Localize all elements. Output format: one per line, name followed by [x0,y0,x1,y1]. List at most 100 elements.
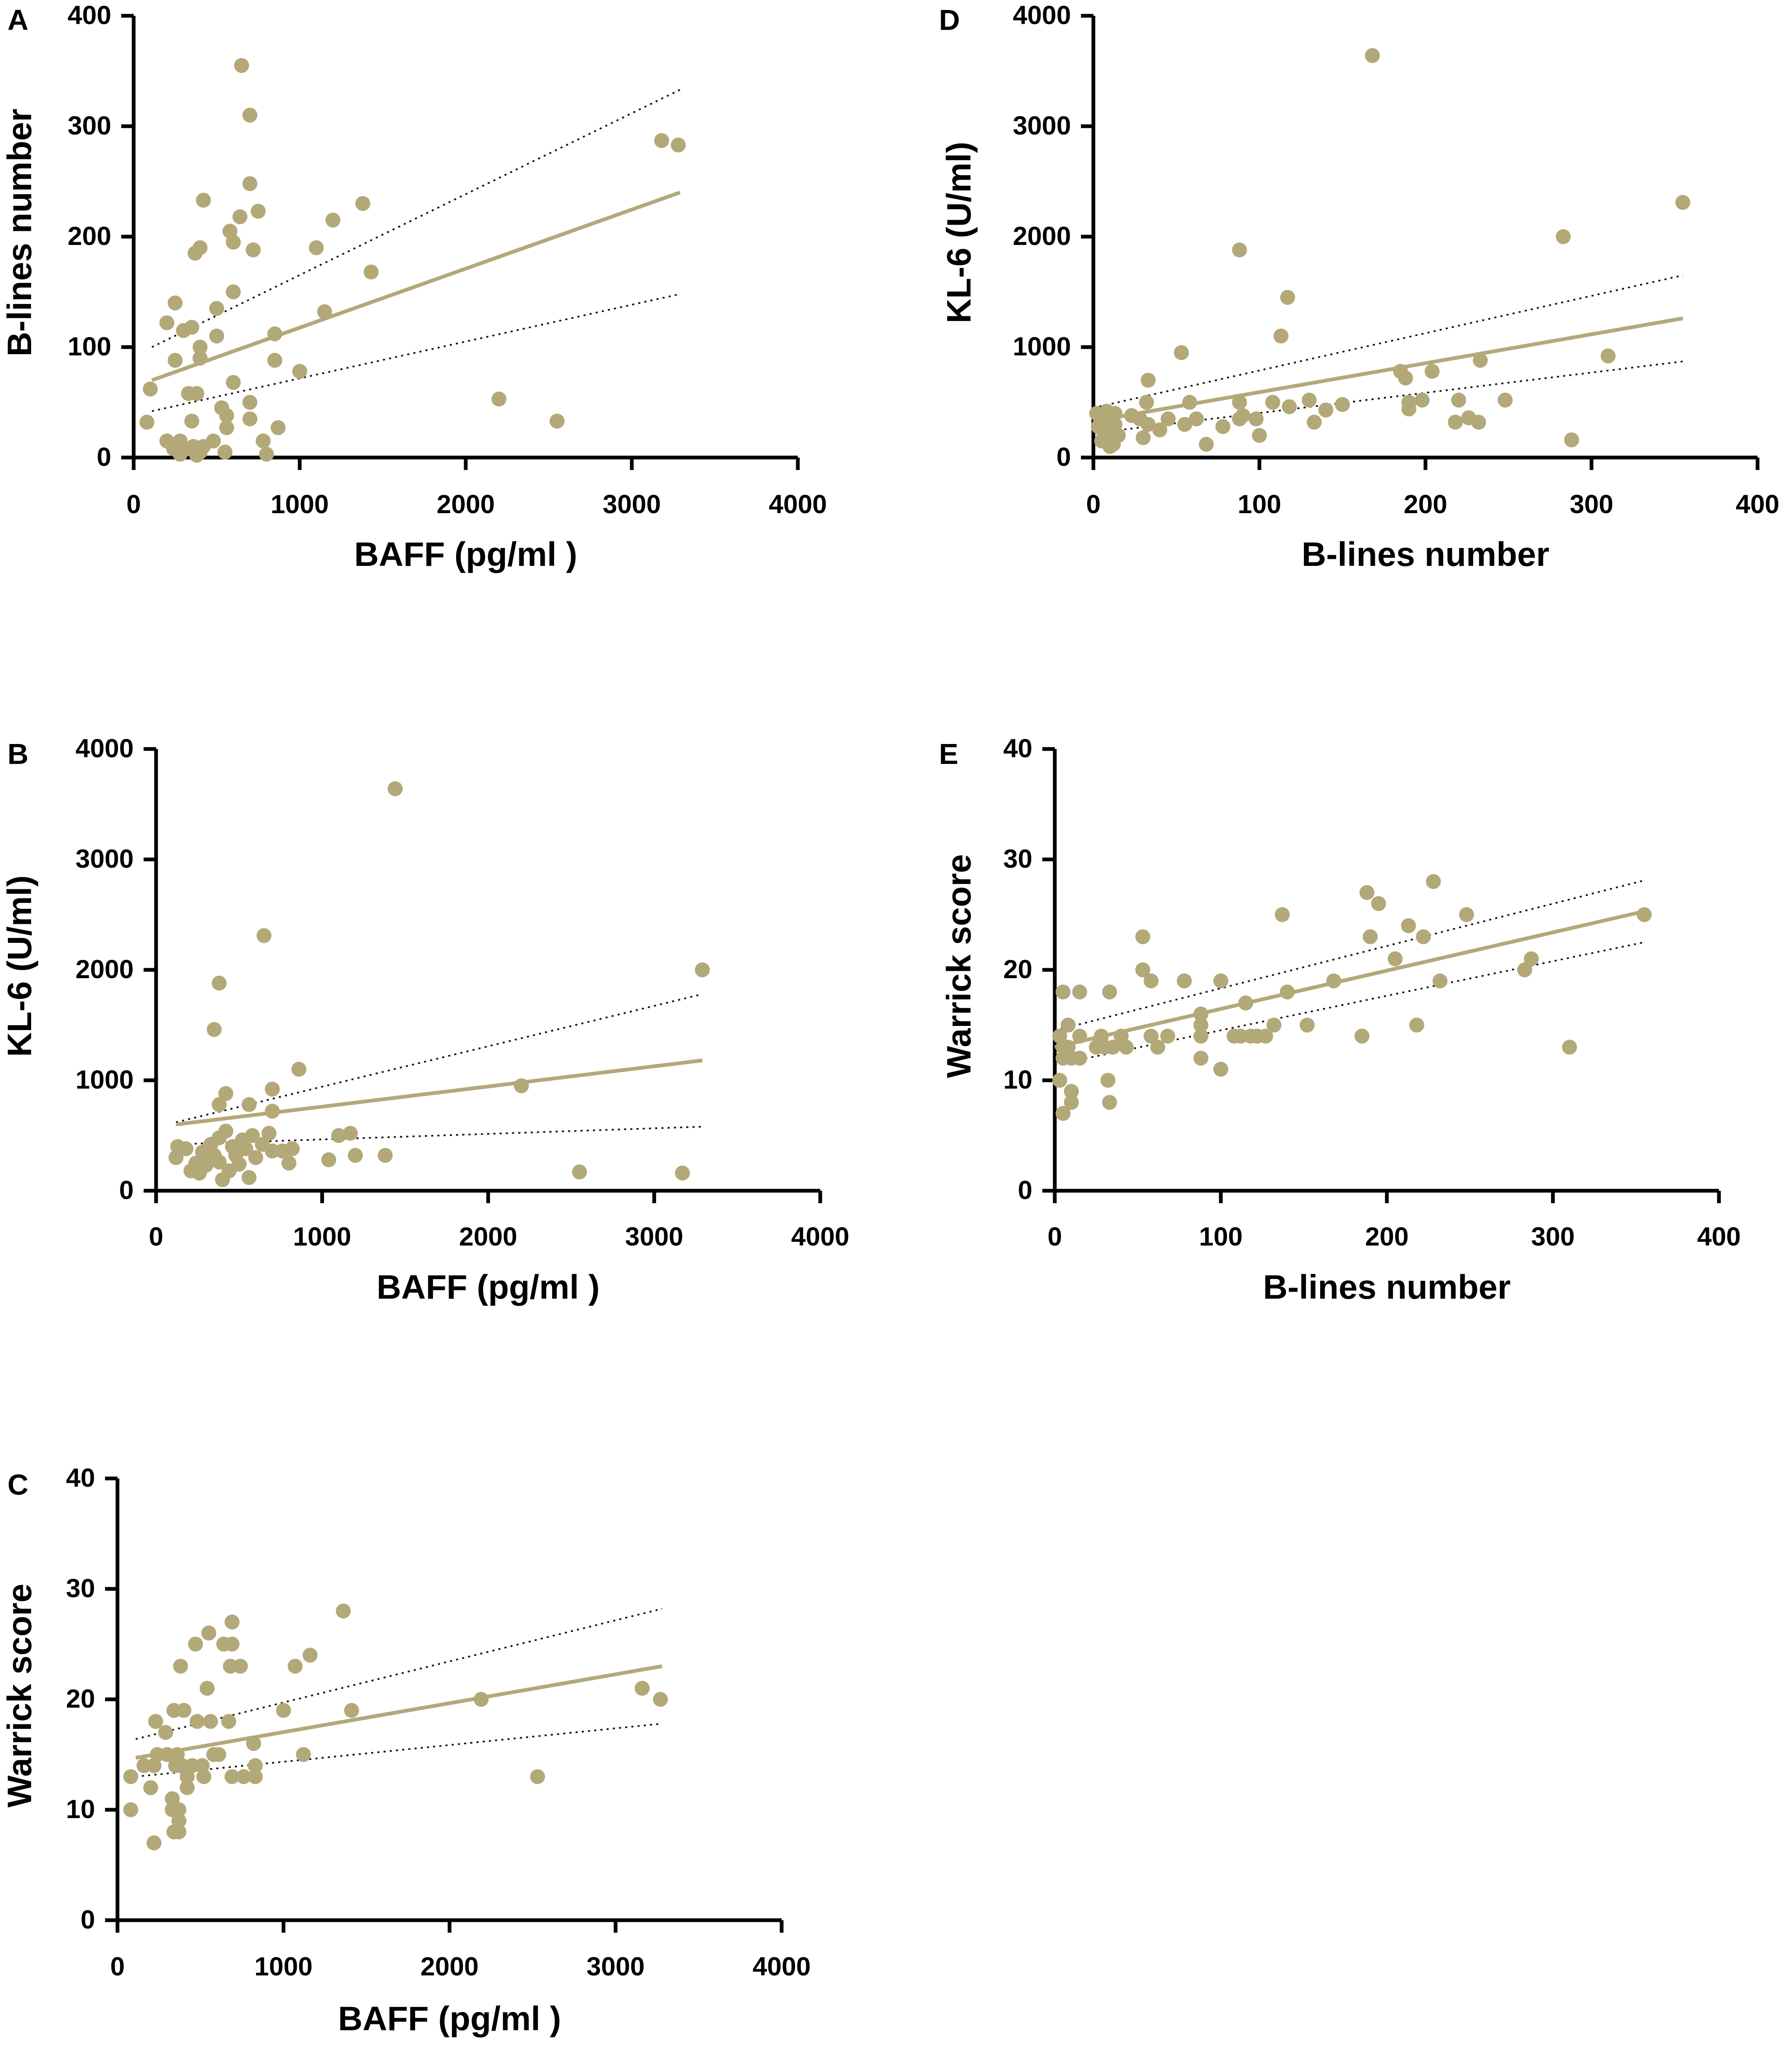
data-point [1280,290,1295,305]
data-point [1326,973,1341,989]
data-point [1562,1040,1577,1055]
data-point [1102,1095,1117,1110]
x-tick-label: 3000 [603,490,661,519]
data-point [201,1625,216,1641]
x-tick-label: 3000 [625,1222,683,1251]
data-point [221,1714,236,1729]
data-point [1119,1040,1134,1055]
y-tick-label: 40 [66,1464,95,1493]
regression-line [1054,909,1645,1049]
data-point [1232,242,1247,257]
data-point [147,1758,161,1773]
data-point [343,1126,358,1141]
panel-b: B BAFF (pg/ml ) KL-6 (U/ml) 0 1000 2000 … [1,734,849,1306]
data-point [1072,1050,1087,1066]
data-point [344,1703,359,1718]
data-point [1052,1073,1067,1088]
panel-letter-b: B [7,738,29,770]
data-point [572,1164,587,1180]
data-point [1213,973,1228,989]
data-point [225,1769,240,1784]
data-point [184,320,199,335]
panel-letter-e: E [939,738,958,770]
x-axis-label-b: BAFF (pg/ml ) [376,1268,599,1306]
data-point [173,1659,188,1674]
data-point [1601,348,1616,364]
data-point [1359,885,1374,900]
data-point [1160,1028,1175,1044]
data-point [364,264,379,280]
data-point [1398,370,1413,386]
data-point [242,1097,257,1112]
y-tick-label: 2000 [1013,222,1071,251]
regression-line [151,191,681,382]
x-tick-label: 200 [1365,1222,1408,1251]
data-point [1675,195,1690,210]
data-point [242,411,257,426]
data-point [317,304,332,319]
data-point [1102,984,1117,1000]
data-point [238,1141,253,1156]
data-point [265,1082,280,1097]
data-point [1280,984,1295,1000]
y-tick-label: 300 [68,111,111,140]
ci-upper-line [1054,879,1645,1032]
data-point [1302,392,1317,408]
data-point [169,1150,183,1165]
y-tick-label: 0 [1056,443,1071,472]
data-point [195,1758,210,1773]
data-point [1056,984,1071,1000]
y-axis-label-b: KL-6 (U/ml) [1,875,39,1057]
x-axis-label-a: BAFF (pg/ml ) [354,536,577,573]
data-point [211,1747,226,1762]
data-point [1401,401,1416,416]
data-point [292,364,307,379]
data-point [1056,1106,1071,1121]
data-point [1136,430,1151,445]
x-tick-label: 400 [1736,490,1779,519]
data-point [1274,328,1288,344]
x-axis-label-d: B-lines number [1302,536,1550,573]
data-point [1517,962,1532,977]
y-tick-label: 30 [66,1574,95,1603]
data-point [1232,411,1247,426]
data-point [1174,345,1189,360]
data-point [491,392,506,407]
y-tick-label: 3000 [1013,111,1071,140]
data-point [218,1123,233,1139]
data-point [1100,1073,1115,1088]
data-point [212,975,227,991]
x-tick-label: 0 [149,1222,163,1251]
data-point [180,1780,195,1795]
data-point [355,196,370,211]
ci-lower-line [135,1723,663,1778]
data-point [1193,1006,1208,1022]
x-tick-label: 4000 [769,490,827,519]
y-tick-label: 20 [1003,955,1032,984]
data-point [143,382,158,397]
x-tick-label: 200 [1403,490,1447,519]
y-tick-label: 3000 [76,844,134,874]
ci-lower-line [1054,941,1645,1066]
data-point [1105,1040,1120,1055]
data-point [196,193,211,208]
y-tick-label: 20 [66,1684,95,1713]
data-point [219,408,234,423]
data-point [1365,48,1380,63]
data-point [256,433,271,449]
data-point [1152,422,1167,438]
panel-letter-a: A [7,4,29,36]
data-point [288,1659,303,1674]
x-tick-label: 1000 [271,490,329,519]
y-tick-label: 10 [66,1795,95,1824]
data-point [232,1157,247,1172]
data-point [1249,411,1264,426]
data-point [165,1791,180,1806]
data-point [123,1769,138,1784]
data-point [1564,432,1579,448]
data-point [1238,995,1253,1011]
y-tick-label: 0 [97,443,111,472]
data-point [1232,395,1247,410]
data-point [1213,1062,1228,1077]
x-tick-label: 100 [1237,490,1281,519]
